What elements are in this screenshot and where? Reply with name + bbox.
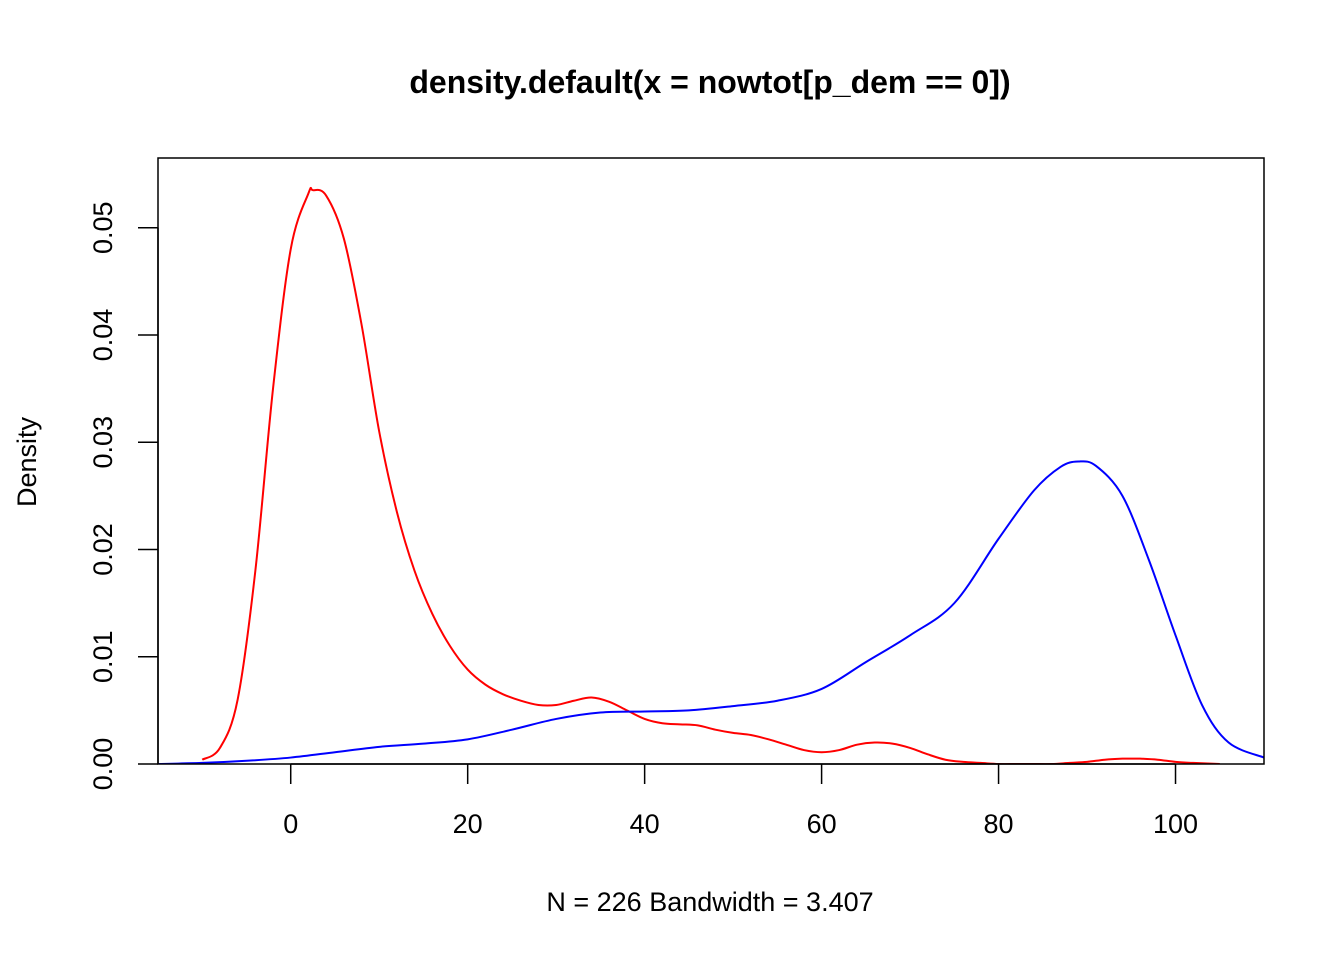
x-tick-label: 80 bbox=[984, 809, 1014, 839]
x-tick-label: 0 bbox=[283, 809, 298, 839]
y-tick-label: 0.02 bbox=[88, 523, 118, 576]
x-axis: 0 20 40 60 80 100 bbox=[283, 763, 1198, 839]
x-tick-label: 20 bbox=[453, 809, 483, 839]
plot-frame bbox=[157, 157, 1265, 765]
y-tick-label: 0.01 bbox=[88, 630, 118, 683]
density-line-2 bbox=[158, 460, 1264, 764]
chart-title: density.default(x = nowtot[p_dem == 0]) bbox=[409, 64, 1010, 100]
chart-subtitle: N = 226 Bandwidth = 3.407 bbox=[546, 887, 873, 917]
x-tick-label: 40 bbox=[630, 809, 660, 839]
y-axis-label-group: Density bbox=[12, 416, 42, 507]
y-axis-label: Density bbox=[12, 416, 42, 507]
y-tick-label: 0.03 bbox=[88, 416, 118, 469]
x-tick-label: 60 bbox=[807, 809, 837, 839]
y-axis: 0.00 0.01 0.02 0.03 0.04 0.05 bbox=[88, 201, 159, 791]
x-tick-label: 100 bbox=[1153, 809, 1198, 839]
y-tick-label: 0.05 bbox=[88, 201, 118, 254]
y-tick-label: 0.00 bbox=[88, 738, 118, 791]
plot-area bbox=[158, 186, 1264, 765]
y-tick-label: 0.04 bbox=[88, 309, 118, 362]
density-line-1 bbox=[201, 186, 1220, 764]
